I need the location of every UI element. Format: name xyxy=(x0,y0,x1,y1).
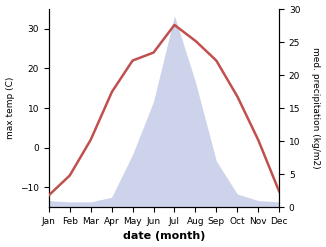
Y-axis label: med. precipitation (kg/m2): med. precipitation (kg/m2) xyxy=(311,47,320,169)
X-axis label: date (month): date (month) xyxy=(123,231,205,242)
Y-axis label: max temp (C): max temp (C) xyxy=(6,77,15,139)
